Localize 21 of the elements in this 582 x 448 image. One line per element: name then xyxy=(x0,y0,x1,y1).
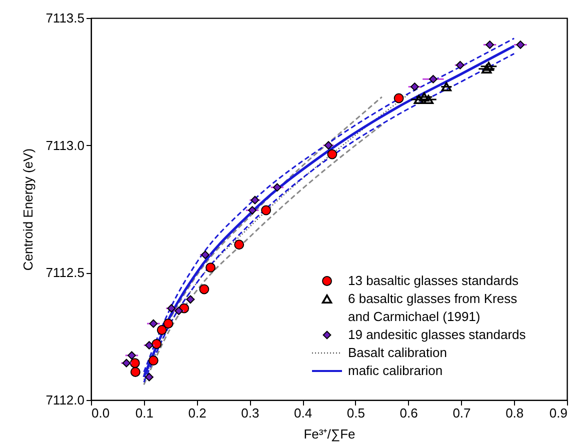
y-tick-label: 7113.5 xyxy=(46,10,84,26)
x-tick-label: 0.7 xyxy=(452,406,471,420)
legend-label: 19 andesitic glasses standards xyxy=(348,327,526,342)
y-tick-label: 7113.0 xyxy=(46,138,84,153)
x-tick-label: 0.1 xyxy=(135,406,154,420)
y-tick-label: 7112.0 xyxy=(46,392,84,408)
legend-label: Basalt calibration xyxy=(348,345,447,360)
legend-label: mafic calibrarion xyxy=(348,363,443,378)
legend-label: 13 basaltic glasses standards xyxy=(348,273,520,288)
x-tick-label: 0.8 xyxy=(506,406,524,420)
y-axis-title: Centroid Energy (eV) xyxy=(20,148,36,271)
x-tick-label: 0.3 xyxy=(241,406,260,420)
legend-label: 6 basaltic glasses from Kress and Carmichael (1991) xyxy=(348,291,518,324)
x-tick-label: 0.0 xyxy=(92,406,110,420)
x-axis-title: Fe³⁺/∑Fe xyxy=(304,426,356,442)
x-tick-label: 0.5 xyxy=(346,406,365,420)
x-tick-label: 0.4 xyxy=(294,406,312,420)
x-tick-label: 0.6 xyxy=(400,406,418,420)
x-tick-label: 0.2 xyxy=(188,406,206,420)
y-tick-label: 7112.5 xyxy=(46,265,84,280)
x-tick-label: 0.9 xyxy=(549,406,568,420)
